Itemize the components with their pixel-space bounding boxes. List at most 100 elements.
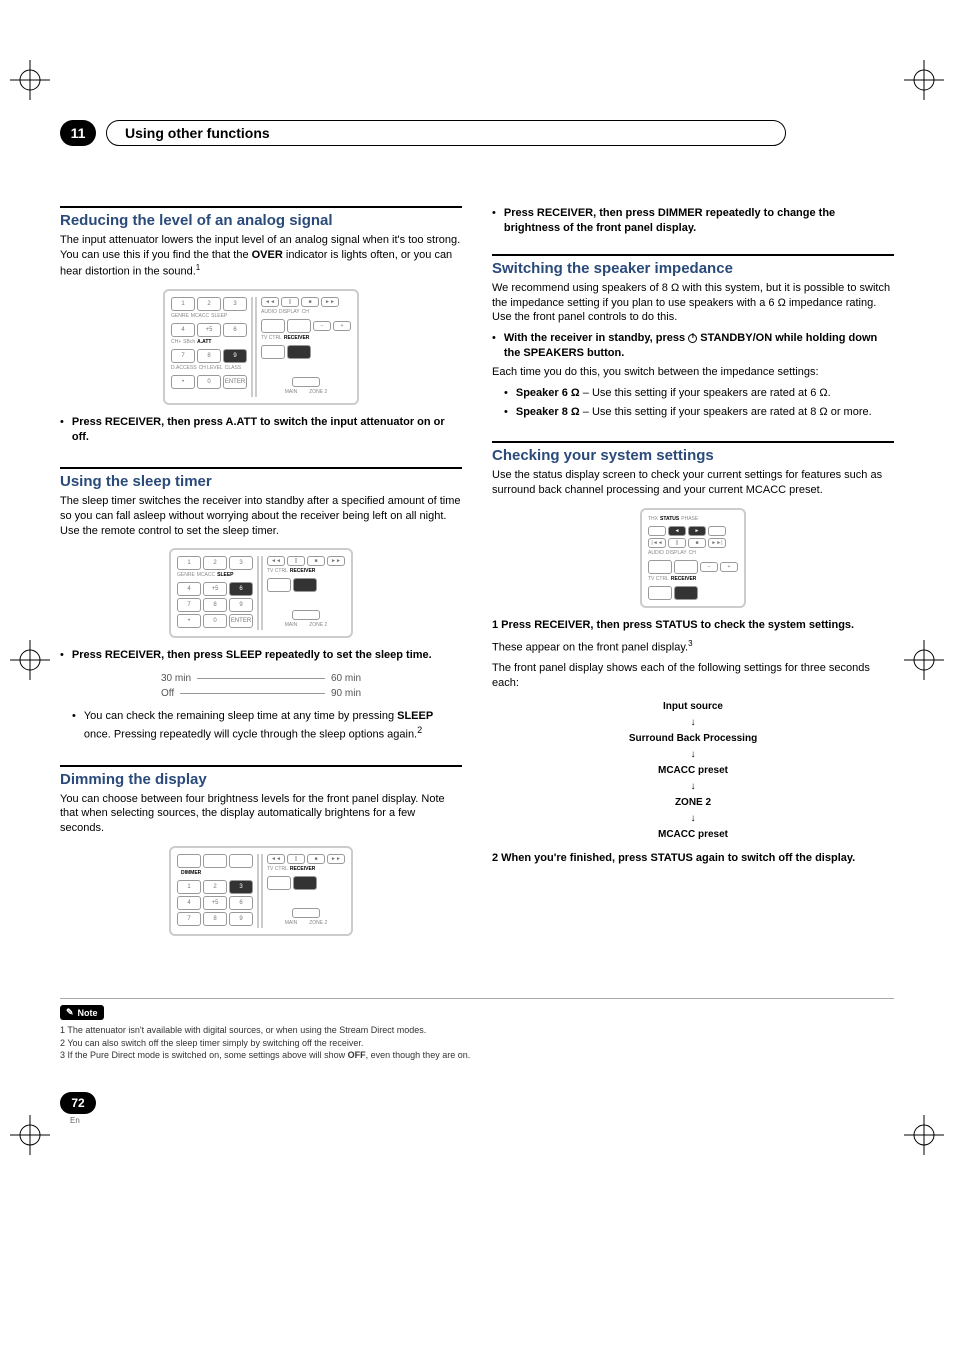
remote-key-highlight: 6 — [229, 582, 253, 596]
remote-diagram-sleep: 123 GENREMCACCSLEEP 4+56 789 •0ENTER ◄◄|… — [60, 548, 462, 638]
remote-diagram-dimmer: DIMMER 123 4+56 789 ◄◄||■►► TV CTRLRECEI… — [60, 846, 462, 936]
remote-label: MAIN — [285, 920, 298, 928]
remote-key — [267, 876, 291, 890]
remote-key: || — [668, 538, 686, 548]
remote-label: AUDIO — [261, 309, 277, 317]
step: 1 Press RECEIVER, then press STATUS to c… — [492, 618, 894, 633]
paragraph: These appear on the front panel display.… — [492, 639, 894, 656]
remote-label: GENRE — [177, 572, 195, 580]
remote-separator — [251, 297, 257, 397]
remote-key — [708, 526, 726, 536]
page-footer: 72 En — [60, 1092, 894, 1125]
text-bold: SLEEP — [397, 710, 433, 722]
remote-key: || — [287, 556, 305, 566]
remote-key: || — [281, 297, 299, 307]
remote-key-receiver — [293, 876, 317, 890]
section-title: Using the sleep timer — [60, 473, 462, 490]
remote-label: SBch — [183, 339, 195, 347]
remote-label-highlight: DIMMER — [181, 870, 201, 878]
right-column: • Press RECEIVER, then press DIMMER repe… — [492, 206, 894, 958]
paragraph: We recommend using speakers of 8 Ω with … — [492, 281, 894, 326]
sub-bullet-text: You can check the remaining sleep time a… — [84, 709, 462, 742]
remote-label-receiver: RECEIVER — [290, 568, 316, 576]
remote-key: ■ — [301, 297, 319, 307]
page-number-badge: 72 — [60, 1092, 96, 1114]
remote-label: TV CTRL — [648, 576, 669, 584]
bullet-icon: • — [60, 648, 64, 663]
section-rule — [492, 254, 894, 256]
remote-key: 3 — [229, 556, 253, 570]
remote-key: 7 — [171, 349, 195, 363]
option-bullet: • Speaker 8 Ω – Use this setting if your… — [492, 405, 894, 420]
flow-item: ZONE 2 — [492, 795, 894, 811]
arrow-down-icon: ↓ — [492, 811, 894, 827]
remote-key-receiver — [287, 345, 311, 359]
footnote: 1 The attenuator isn't available with di… — [60, 1024, 894, 1037]
step: 2 When you're finished, press STATUS aga… — [492, 851, 894, 866]
sleep-line — [197, 678, 325, 679]
standby-icon — [688, 334, 697, 343]
text: – Use this setting if your speakers are … — [580, 406, 820, 418]
remote-label-receiver: RECEIVER — [671, 576, 697, 584]
instruction-text: Press RECEIVER, then press DIMMER repeat… — [504, 206, 894, 236]
instruction-text: With the receiver in standby, press STAN… — [504, 331, 894, 361]
crop-mark — [904, 1115, 944, 1155]
remote-key — [267, 578, 291, 592]
footnote-ref: 1 — [196, 263, 200, 272]
text: These appear on the front panel display. — [492, 642, 688, 654]
remote-zone-switch — [292, 908, 320, 918]
bullet-icon: • — [492, 206, 496, 236]
remote-key: 2 — [197, 297, 221, 311]
remote-key-highlight: 3 — [229, 880, 253, 894]
remote-label-highlight: STATUS — [660, 516, 679, 524]
instruction-bullet: • Press RECEIVER, then press SLEEP repea… — [60, 648, 462, 663]
remote-label: MAIN — [285, 389, 298, 397]
paragraph: You can choose between four brightness l… — [60, 792, 462, 837]
chapter-title: Using other functions — [106, 120, 786, 146]
remote-label: PHASE — [681, 516, 698, 524]
remote-label: DISPLAY — [279, 309, 300, 317]
remote-diagram-aatt: 123 GENREMCACCSLEEP 4+56 CH+SBchA.ATT 78… — [60, 289, 462, 405]
remote-key: ►► — [327, 556, 345, 566]
remote-key: ◄◄ — [261, 297, 279, 307]
remote-label: TV CTRL — [267, 866, 288, 874]
remote-key: ◄◄ — [267, 556, 285, 566]
note-label: Note — [78, 1008, 98, 1018]
section-speaker-impedance: Switching the speaker impedance We recom… — [492, 254, 894, 420]
remote-key: 6 — [229, 896, 253, 910]
footnote: 3 If the Pure Direct mode is switched on… — [60, 1049, 894, 1062]
footnote: 2 You can also switch off the sleep time… — [60, 1037, 894, 1050]
remote-key: 8 — [197, 349, 221, 363]
remote-label: CH — [302, 309, 309, 317]
remote-zone-switch — [292, 610, 320, 620]
section-title: Checking your system settings — [492, 447, 894, 464]
remote-label: THX — [648, 516, 658, 524]
remote-key — [674, 560, 698, 574]
bullet-icon: • — [492, 331, 496, 361]
arrow-down-icon: ↓ — [492, 747, 894, 763]
remote-label: D.ACCESS — [171, 365, 197, 373]
remote-label: SLEEP — [211, 313, 227, 321]
section-rule — [60, 206, 462, 208]
remote-key: 7 — [177, 598, 201, 612]
crop-mark — [10, 60, 50, 100]
sub-bullet: • You can check the remaining sleep time… — [60, 709, 462, 742]
crop-mark — [904, 640, 944, 680]
remote-key — [261, 345, 285, 359]
paragraph: The front panel display shows each of th… — [492, 661, 894, 691]
text: , even though they are on. — [366, 1050, 471, 1060]
remote-zone-switch — [292, 377, 320, 387]
remote-key — [203, 854, 227, 868]
remote-key: + — [333, 321, 351, 331]
remote-key: 8 — [203, 598, 227, 612]
text-bold: Speaker 8 — [516, 406, 571, 418]
remote-label: MCACC — [197, 572, 215, 580]
remote-key: 0 — [203, 614, 227, 628]
remote-label-highlight: SLEEP — [217, 572, 233, 580]
instruction-text: Press RECEIVER, then press A.ATT to swit… — [72, 415, 462, 445]
chapter-header: 11 Using other functions — [60, 120, 894, 146]
section-checking-settings: Checking your system settings Use the st… — [492, 441, 894, 866]
text: once. Pressing repeatedly will cycle thr… — [84, 729, 417, 741]
remote-key: 9 — [229, 598, 253, 612]
section-title: Dimming the display — [60, 771, 462, 788]
